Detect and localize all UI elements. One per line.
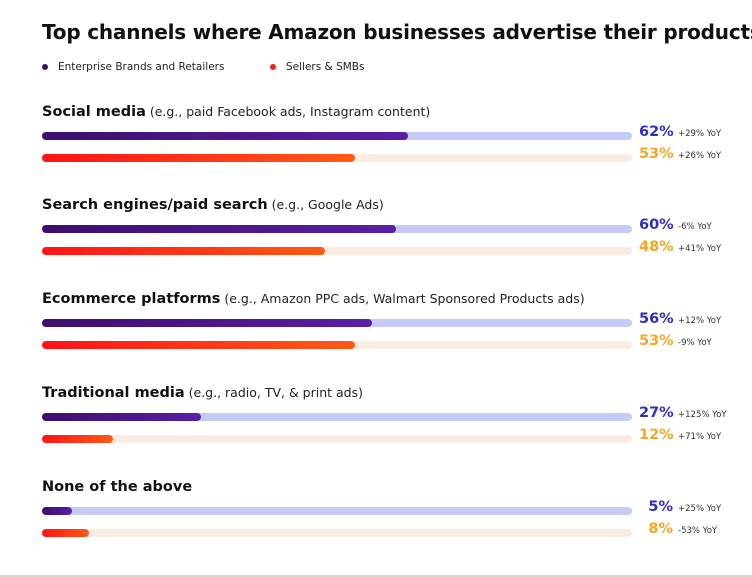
bar-row-ent: 56% +12% YoY [42,311,742,333]
bar-row-ent: 27% +125% YoY [42,405,742,427]
category-example: (e.g., radio, TV, & print ads) [184,385,364,400]
category-label: Traditional media (e.g., radio, TV, & pr… [42,385,363,401]
category-name: Search engines/paid search [42,197,268,213]
category-example: (e.g., Amazon PPC ads, Walmart Sponsored… [220,291,585,306]
value-label: 56% [639,311,674,327]
value-label: 27% [639,405,674,421]
value-label: 53% [639,333,674,349]
yoy-label: +125% YoY [678,410,727,420]
bar-track [42,413,632,421]
bar-row-sel: 53% +26% YoY [42,146,742,168]
yoy-label: +29% YoY [678,129,722,139]
yoy-label: -53% YoY [678,526,718,536]
bar-sel [42,247,326,255]
value-label: 62% [639,124,674,140]
bar-row-sel: 48% +41% YoY [42,239,742,261]
bar-row-ent: 62% +29% YoY [42,124,742,146]
bar-row-ent: 60% -6% YoY [42,217,742,239]
category-name: Social media [42,104,146,120]
bar-track [42,341,632,349]
category-example: (e.g., Google Ads) [267,197,384,212]
divider [0,575,752,577]
category-traditional-media: Traditional media (e.g., radio, TV, & pr… [42,385,742,465]
bar-track [42,319,632,327]
value-label: 12% [639,427,674,443]
bar-ent [42,413,202,421]
bar-track [42,247,632,255]
legend-dot-sellers [270,64,276,70]
bar-sel [42,435,113,443]
bar-sel [42,529,90,537]
category-search-engines-paid-search: Search engines/paid search (e.g., Google… [42,197,742,277]
legend-label-sellers: Sellers & SMBs [286,61,365,73]
bar-ent [42,132,408,140]
yoy-label: +25% YoY [678,504,722,514]
category-label: Social media (e.g., paid Facebook ads, I… [42,104,430,120]
bar-row-sel: 8% -53% YoY [42,521,742,543]
bar-track [42,435,632,443]
category-name: Traditional media [42,385,185,401]
bar-track [42,225,632,233]
category-label: None of the above [42,479,192,495]
category-example: (e.g., paid Facebook ads, Instagram cont… [145,104,431,119]
value-label: 5% [648,499,673,515]
value-label: 53% [639,146,674,162]
value-label: 8% [648,521,673,537]
bar-ent [42,225,396,233]
yoy-label: -9% YoY [678,338,712,348]
category-none-of-the-above: None of the above 5% +25% YoY 8% -53% YoY [42,479,742,559]
value-label: 60% [639,217,674,233]
category-social-media: Social media (e.g., paid Facebook ads, I… [42,104,742,184]
yoy-label: +41% YoY [678,244,722,254]
legend-item-sellers: Sellers & SMBs [270,61,364,73]
category-ecommerce-platforms: Ecommerce platforms (e.g., Amazon PPC ad… [42,291,742,371]
legend-label-enterprise: Enterprise Brands and Retailers [58,61,225,73]
bar-row-ent: 5% +25% YoY [42,499,742,521]
bar-row-sel: 53% -9% YoY [42,333,742,355]
category-name: None of the above [42,479,193,495]
category-label: Ecommerce platforms (e.g., Amazon PPC ad… [42,291,585,307]
category-name: Ecommerce platforms [42,291,221,307]
bar-track [42,132,632,140]
yoy-label: +26% YoY [678,151,722,161]
bar-ent [42,507,72,515]
chart-title: Top channels where Amazon businesses adv… [42,20,752,44]
bar-track [42,529,632,537]
value-label: 48% [639,239,674,255]
bar-sel [42,154,355,162]
bar-track [42,154,632,162]
legend-dot-enterprise [42,64,48,70]
bar-row-sel: 12% +71% YoY [42,427,742,449]
legend-item-enterprise: Enterprise Brands and Retailers [42,61,224,73]
category-label: Search engines/paid search (e.g., Google… [42,197,384,213]
bar-ent [42,319,373,327]
yoy-label: +71% YoY [678,432,722,442]
yoy-label: +12% YoY [678,316,722,326]
bar-track [42,507,632,515]
bar-sel [42,341,355,349]
yoy-label: -6% YoY [678,222,712,232]
